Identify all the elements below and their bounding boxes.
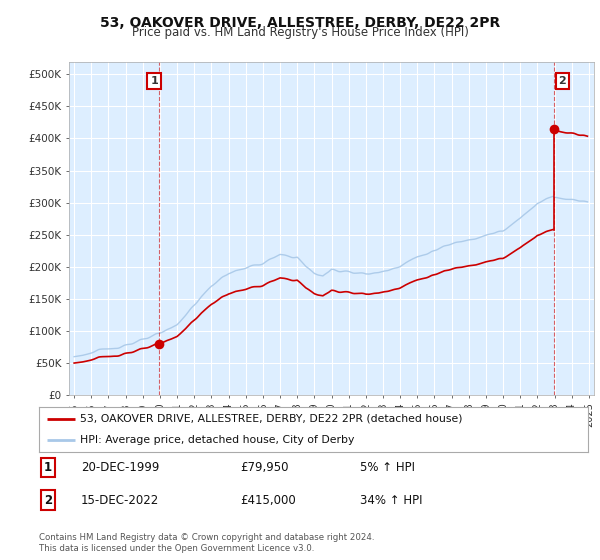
Text: 15-DEC-2022: 15-DEC-2022 xyxy=(81,493,159,507)
Text: £79,950: £79,950 xyxy=(240,461,289,474)
Text: Price paid vs. HM Land Registry's House Price Index (HPI): Price paid vs. HM Land Registry's House … xyxy=(131,26,469,39)
Text: 1: 1 xyxy=(150,76,158,86)
Text: 2: 2 xyxy=(44,493,52,507)
Text: 53, OAKOVER DRIVE, ALLESTREE, DERBY, DE22 2PR (detached house): 53, OAKOVER DRIVE, ALLESTREE, DERBY, DE2… xyxy=(80,414,463,424)
Text: 2: 2 xyxy=(559,76,566,86)
Text: 34% ↑ HPI: 34% ↑ HPI xyxy=(360,493,422,507)
Text: £415,000: £415,000 xyxy=(240,493,296,507)
Text: 5% ↑ HPI: 5% ↑ HPI xyxy=(360,461,415,474)
Text: 1: 1 xyxy=(44,461,52,474)
Text: HPI: Average price, detached house, City of Derby: HPI: Average price, detached house, City… xyxy=(80,435,355,445)
Text: 53, OAKOVER DRIVE, ALLESTREE, DERBY, DE22 2PR: 53, OAKOVER DRIVE, ALLESTREE, DERBY, DE2… xyxy=(100,16,500,30)
Text: Contains HM Land Registry data © Crown copyright and database right 2024.
This d: Contains HM Land Registry data © Crown c… xyxy=(39,533,374,553)
Text: 20-DEC-1999: 20-DEC-1999 xyxy=(81,461,160,474)
